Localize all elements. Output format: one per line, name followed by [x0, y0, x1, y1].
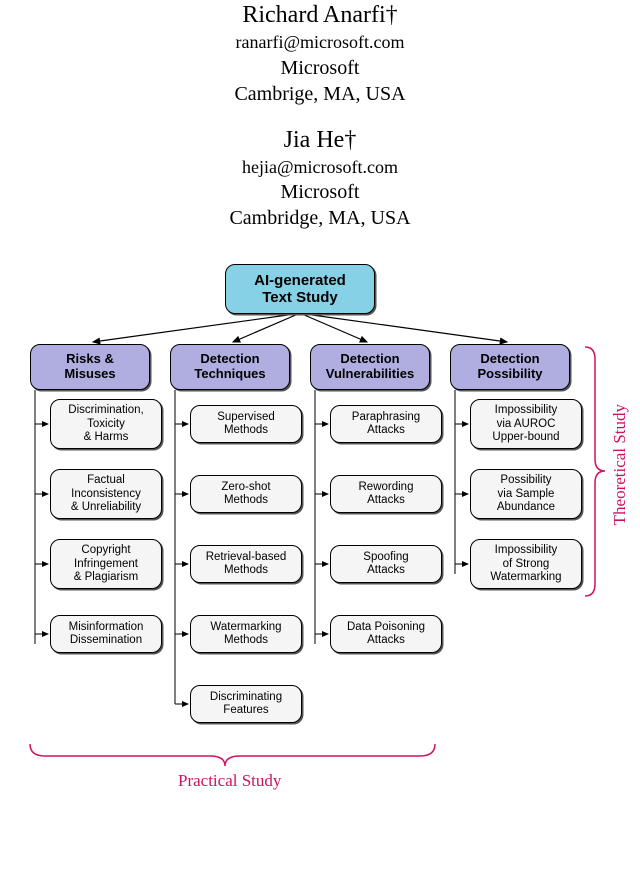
leaf-label: ParaphrasingAttacks [352, 411, 420, 437]
leaf-label: Zero-shotMethods [221, 481, 270, 507]
leaf-node: ParaphrasingAttacks [330, 405, 442, 443]
leaf-node: WatermarkingMethods [190, 615, 302, 653]
category-label: DetectionPossibility [477, 352, 542, 382]
leaf-label: RewordingAttacks [359, 481, 414, 507]
category-detection-vulnerabilities: DetectionVulnerabilities [310, 344, 430, 390]
author-block: Jia He† hejia@microsoft.com Microsoft Ca… [0, 125, 640, 232]
leaf-label: CopyrightInfringement& Plagiarism [74, 544, 139, 584]
category-detection-techniques: DetectionTechniques [170, 344, 290, 390]
leaf-node: DiscriminatingFeatures [190, 685, 302, 723]
leaf-node: Discrimination,Toxicity& Harms [50, 399, 162, 449]
author-name: Richard Anarfi† [0, 0, 640, 31]
leaf-label: Possibilityvia SampleAbundance [497, 474, 555, 514]
author-email: ranarfi@microsoft.com [0, 31, 640, 54]
leaf-node: Data PoisoningAttacks [330, 615, 442, 653]
leaf-node: FactualInconsistency& Unreliability [50, 469, 162, 519]
author-name: Jia He† [0, 125, 640, 156]
author-email: hejia@microsoft.com [0, 156, 640, 179]
leaf-label: Data PoisoningAttacks [347, 621, 425, 647]
author-block: Richard Anarfi† ranarfi@microsoft.com Mi… [0, 0, 640, 107]
leaf-label: Discrimination,Toxicity& Harms [68, 404, 143, 444]
leaf-node: Impossibilityof StrongWatermarking [470, 539, 582, 589]
root-node: AI-generatedText Study [225, 264, 375, 314]
leaf-label: MisinformationDissemination [69, 621, 144, 647]
author-location: Cambrige, MA, USA [0, 81, 640, 107]
leaf-node: MisinformationDissemination [50, 615, 162, 653]
leaf-node: Possibilityvia SampleAbundance [470, 469, 582, 519]
leaf-node: Retrieval-basedMethods [190, 545, 302, 583]
author-location: Cambridge, MA, USA [0, 205, 640, 231]
category-label: DetectionVulnerabilities [326, 352, 414, 382]
root-label: AI-generatedText Study [254, 272, 346, 307]
leaf-node: Zero-shotMethods [190, 475, 302, 513]
leaf-label: WatermarkingMethods [210, 621, 281, 647]
leaf-node: RewordingAttacks [330, 475, 442, 513]
leaf-node: SpoofingAttacks [330, 545, 442, 583]
category-label: DetectionTechniques [194, 352, 265, 382]
category-detection-possibility: DetectionPossibility [450, 344, 570, 390]
leaf-label: SupervisedMethods [217, 411, 275, 437]
author-org: Microsoft [0, 179, 640, 205]
category-risks: Risks &Misuses [30, 344, 150, 390]
leaf-label: Retrieval-basedMethods [206, 551, 287, 577]
author-org: Microsoft [0, 55, 640, 81]
authors-section: Richard Anarfi† ranarfi@microsoft.com Mi… [0, 0, 640, 231]
leaf-label: Impossibilityof StrongWatermarking [490, 544, 561, 584]
leaf-label: Impossibilityvia AUROCUpper-bound [492, 404, 559, 444]
practical-study-label: Practical Study [178, 771, 281, 791]
taxonomy-diagram: AI-generatedText Study Risks &Misuses De… [0, 249, 640, 849]
theoretical-study-label: Theoretical Study [610, 404, 630, 525]
leaf-label: DiscriminatingFeatures [210, 691, 282, 717]
category-label: Risks &Misuses [64, 352, 115, 382]
leaf-node: Impossibilityvia AUROCUpper-bound [470, 399, 582, 449]
leaf-node: SupervisedMethods [190, 405, 302, 443]
leaf-label: SpoofingAttacks [363, 551, 408, 577]
leaf-node: CopyrightInfringement& Plagiarism [50, 539, 162, 589]
leaf-label: FactualInconsistency& Unreliability [71, 474, 141, 514]
